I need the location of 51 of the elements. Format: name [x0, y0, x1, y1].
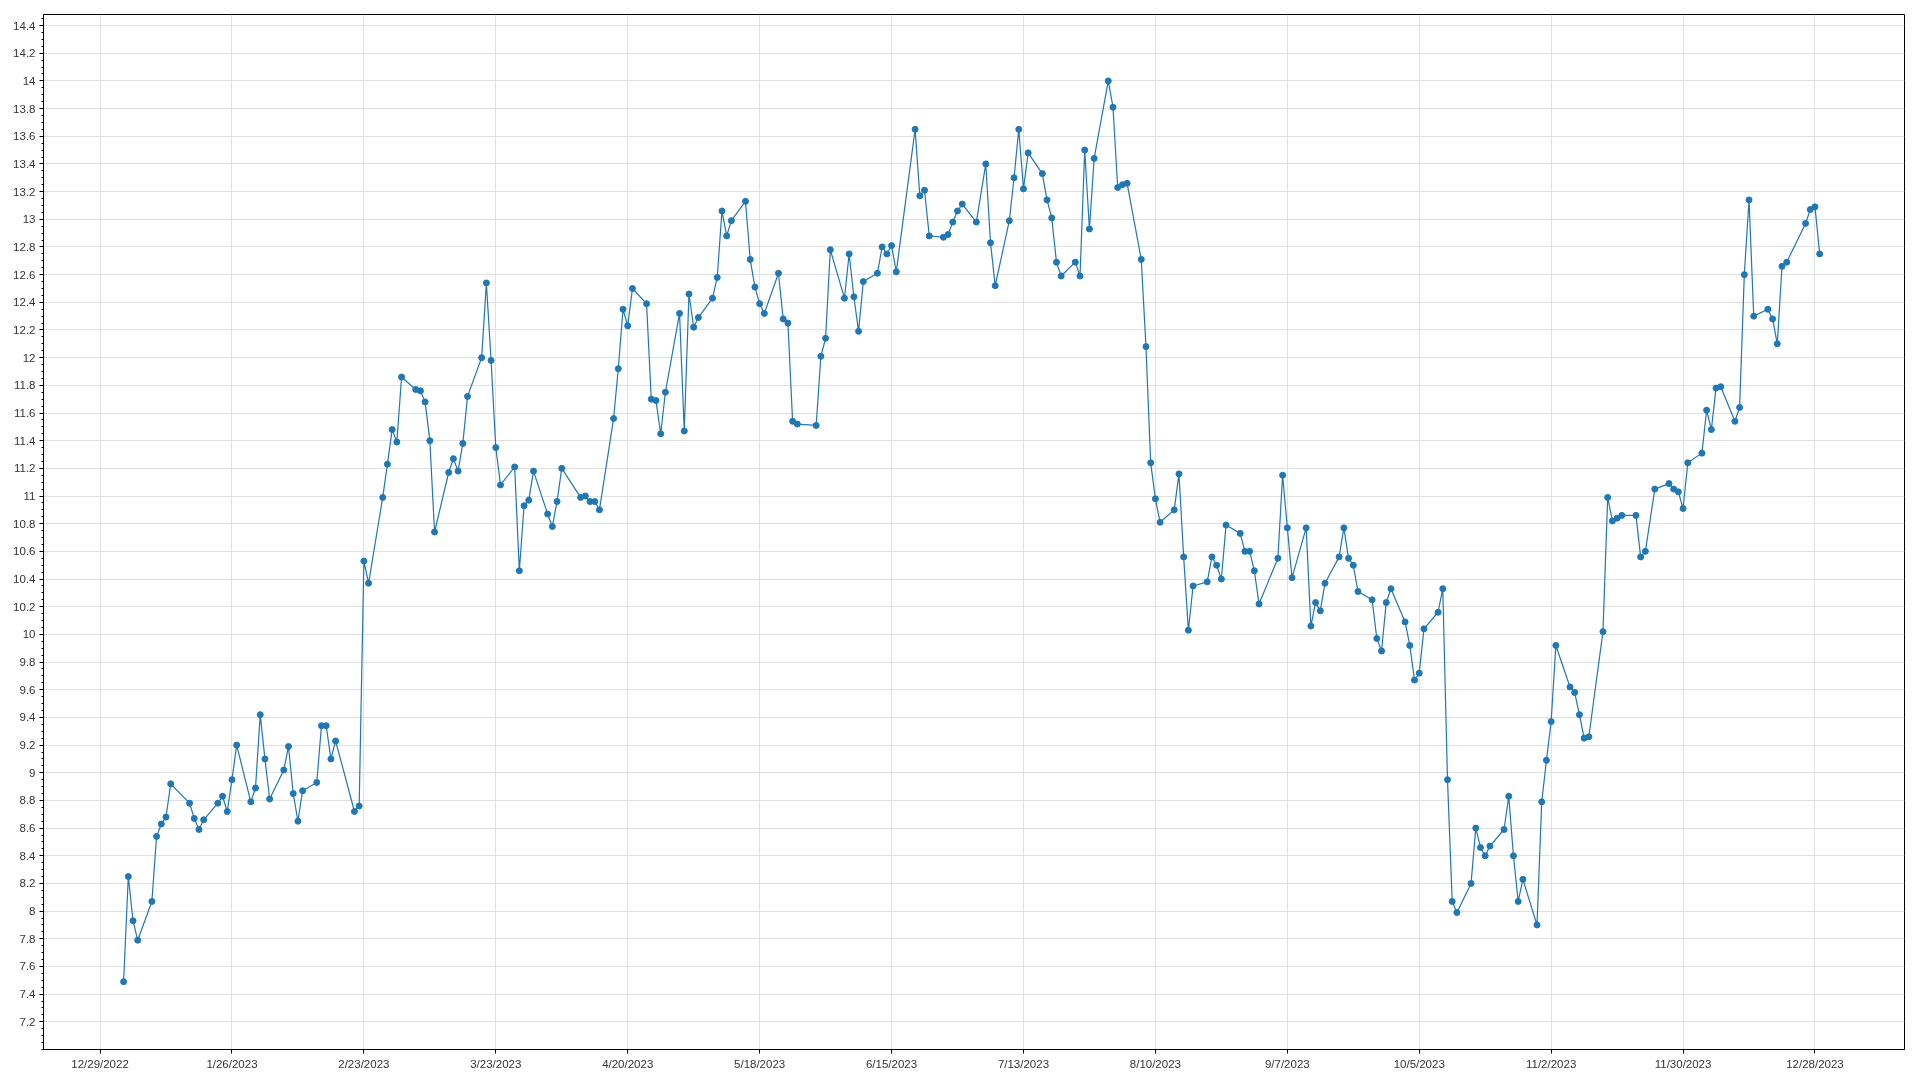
y-tick-label: 11.2 — [13, 462, 36, 475]
y-tick-label: 13.4 — [13, 157, 37, 170]
y-tick-label: 13.2 — [13, 185, 36, 198]
y-tick-label: 10.2 — [13, 600, 36, 613]
x-tick-label: 7/13/2023 — [997, 1057, 1050, 1070]
y-tick-label: 8.2 — [19, 877, 36, 890]
y-tick-label: 12.4 — [13, 296, 37, 309]
y-tick-label: 13.8 — [13, 102, 36, 115]
y-tick-label: 11.8 — [13, 379, 36, 392]
y-tick-label: 14.4 — [13, 19, 37, 32]
y-tick-label: 9.8 — [19, 656, 36, 669]
y-tick-label: 9 — [29, 766, 36, 779]
y-tick-label: 13.6 — [13, 130, 36, 143]
y-tick-label: 8.6 — [19, 822, 36, 835]
y-tick-label: 8 — [29, 905, 36, 918]
y-tick-label: 9.4 — [19, 711, 37, 724]
y-tick-label: 10.6 — [13, 545, 36, 558]
y-tick-label: 12.2 — [13, 323, 36, 336]
y-tick-label: 11.4 — [13, 434, 37, 447]
y-tick-label: 8.4 — [19, 849, 37, 862]
y-tick-label: 7.6 — [19, 960, 36, 973]
y-tick-label: 12.8 — [13, 240, 36, 253]
y-tick-label: 10.4 — [13, 573, 37, 586]
x-tick-label: 10/5/2023 — [1393, 1057, 1445, 1070]
y-tick-label: 7.8 — [19, 932, 36, 945]
x-tick-label: 11/30/2023 — [1654, 1057, 1712, 1070]
y-tick-label: 10 — [22, 628, 36, 641]
y-tick-label: 12.6 — [13, 268, 36, 281]
y-tick-label: 11 — [23, 490, 36, 503]
y-tick-label: 14.2 — [13, 47, 36, 60]
y-tick-label: 14 — [22, 74, 37, 87]
x-tick-label: 8/10/2023 — [1129, 1057, 1181, 1070]
x-tick-label: 12/29/2022 — [71, 1057, 129, 1070]
y-tick-label: 11.6 — [13, 407, 36, 419]
x-tick-label: 6/15/2023 — [865, 1057, 918, 1070]
x-tick-label: 12/28/2023 — [1786, 1057, 1844, 1070]
y-tick-label: 9.2 — [19, 739, 36, 752]
x-tick-label: 9/7/2023 — [1264, 1057, 1310, 1070]
y-tick-label: 8.8 — [19, 794, 36, 807]
y-tick-label: 10.8 — [13, 517, 36, 530]
y-tick-label: 7.2 — [19, 1015, 36, 1028]
y-tick-label: 9.6 — [19, 683, 36, 696]
x-tick-label: 2/23/2023 — [338, 1057, 390, 1070]
y-tick-label: 7.4 — [19, 988, 37, 1001]
x-tick-label: 3/23/2023 — [470, 1057, 522, 1070]
x-tick-label: 11/2/2023 — [1525, 1057, 1577, 1070]
y-tick-label: 13 — [22, 213, 36, 226]
x-tick-label: 5/18/2023 — [734, 1057, 786, 1070]
y-tick-label: 12 — [22, 351, 36, 364]
x-tick-label: 1/26/2023 — [206, 1057, 258, 1070]
x-tick-label: 4/20/2023 — [602, 1057, 654, 1070]
